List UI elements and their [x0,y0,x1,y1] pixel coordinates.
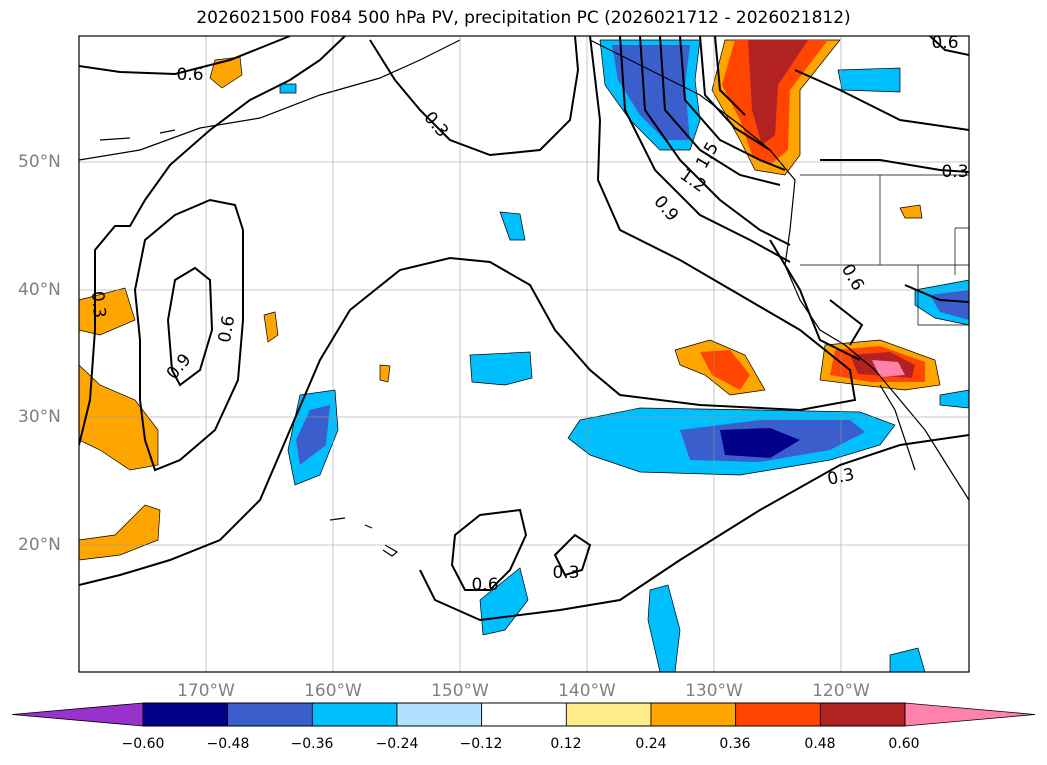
colorbar-tick: −0.60 [121,736,165,752]
colorbar-tick: 0.12 [550,736,582,752]
precip-pc-fill [79,39,969,672]
contour-label: 0.6 [931,33,958,53]
colorbar-cell [481,702,567,727]
lat-label-30n: 30°N [18,407,61,427]
colorbar-cell [227,702,313,727]
contour-label: 0.3 [826,465,857,490]
colorbar-tick: −0.48 [206,736,250,752]
map-frame [78,35,970,673]
lon-label-170w: 170°W [177,681,235,701]
colorbar-cell [142,702,229,727]
lon-label-140w: 140°W [558,681,616,701]
contour-labels: 0.6 0.3 0.3 0.6 0.9 0.3 0.6 0.3 0.3 0.6 … [87,33,969,595]
gridlines [79,36,969,672]
lat-label-40n: 40°N [18,280,61,300]
colorbar-tick: −0.24 [375,736,419,752]
contour-label: 0.6 [215,314,239,344]
contour-label: 0.3 [552,563,579,583]
colorbar-cell [396,702,483,727]
contour-label: 1.5 [692,139,723,172]
colorbar-cell [650,702,737,727]
colorbar-extend-high [904,702,1036,727]
lat-label-20n: 20°N [18,535,61,555]
colorbar-tick: 0.48 [804,736,836,752]
contour-label: 0.3 [87,290,109,319]
colorbar-cell [819,702,906,727]
colorbar-tick: 0.60 [888,736,920,752]
contour-label: 0.6 [471,575,498,595]
lon-label-160w: 160°W [304,681,362,701]
contour-label: 0.3 [941,162,968,182]
colorbar-tick: −0.36 [290,736,334,752]
pv-contours [79,36,969,622]
lon-label-130w: 130°W [685,681,743,701]
colorbar-tick: −0.12 [459,736,503,752]
colorbar-cell [565,702,652,727]
lat-label-50n: 50°N [18,152,61,172]
contour-label: 0.9 [649,192,682,226]
colorbar-cell [735,702,821,727]
colorbar-cell [311,702,398,727]
lon-label-150w: 150°W [431,681,489,701]
contour-label: 0.6 [176,65,203,85]
state-borders [800,174,969,326]
colorbar-extend-low [11,702,144,727]
colorbar-tick: 0.36 [719,736,751,752]
lon-label-120w: 120°W [812,681,870,701]
contour-label: 0.9 [163,350,196,384]
map-canvas[interactable]: 0.6 0.3 0.3 0.6 0.9 0.3 0.6 0.3 0.3 0.6 … [0,0,1047,690]
map-title: 2026021500 F084 500 hPa PV, precipitatio… [196,8,851,28]
contour-label: 0.6 [837,261,868,294]
colorbar-tick: 0.24 [635,736,667,752]
